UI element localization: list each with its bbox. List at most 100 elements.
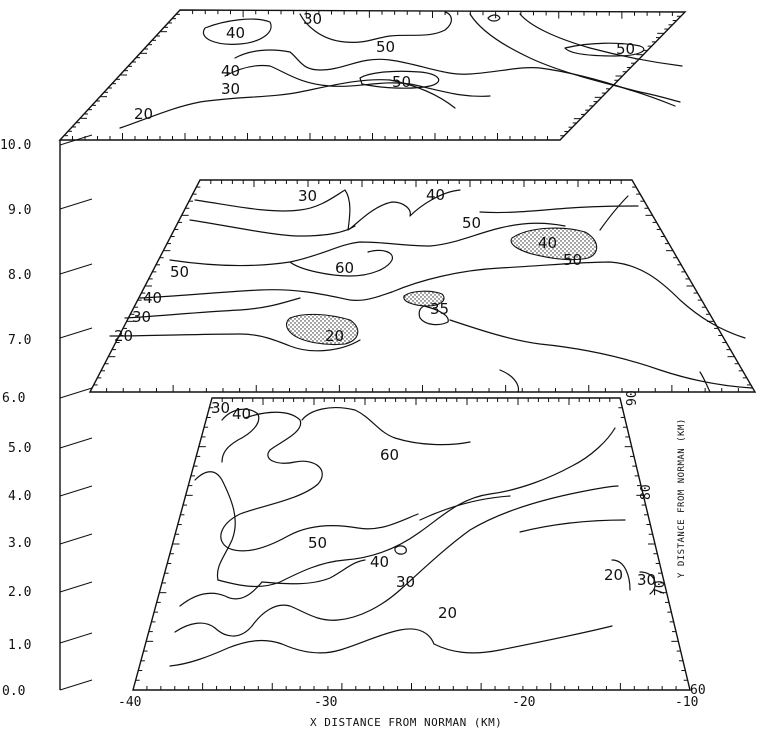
slice-level-6: 30 40 60 50 40 30 20 20 30	[132, 397, 691, 691]
contour-line	[469, 13, 681, 103]
contour-line	[189, 219, 356, 237]
contour-line	[611, 559, 631, 591]
contour-label: 50	[462, 214, 481, 232]
contour-line	[391, 261, 746, 339]
contour-labels-bottom: 30 40 60 50 40 30 20 20 30	[211, 399, 656, 622]
contour-line	[479, 205, 639, 214]
z-tick-labels: 0.0 1.0 2.0 3.0 4.0 5.0 6.0 7.0 8.0 9.0 …	[0, 138, 31, 699]
contour-line	[217, 427, 616, 588]
contour-line	[699, 371, 711, 393]
z-tick-mark	[59, 263, 93, 275]
contour-line	[433, 625, 613, 654]
stippled-regions-middle	[285, 227, 598, 346]
z-tick-label: 10.0	[0, 138, 31, 153]
slice-frame-top	[58, 9, 687, 141]
contour-label: 40	[538, 234, 557, 252]
contour-lines-bottom	[169, 407, 656, 667]
contour-label: 50	[376, 38, 395, 56]
contour-line	[449, 319, 753, 389]
contour-line	[487, 14, 501, 22]
contour-line	[234, 49, 676, 107]
stippled-region	[403, 290, 445, 307]
x-tick-labels: -40 -30 -20 -10	[118, 695, 698, 710]
contour-line	[194, 471, 236, 581]
z-tick-mark	[59, 387, 93, 399]
z-axis-ticks	[59, 134, 93, 691]
contour-label: 20	[134, 105, 153, 123]
contour-label: 35	[430, 300, 449, 318]
contour-label: 50	[170, 263, 189, 281]
z-tick-mark	[59, 581, 93, 593]
z-tick-label: 6.0	[2, 391, 25, 406]
stippled-region	[510, 227, 598, 261]
contour-label: 30	[132, 308, 151, 326]
contour-line	[224, 64, 491, 97]
contour-label: 20	[604, 566, 623, 584]
contour-line	[261, 559, 366, 585]
contour-line	[202, 18, 272, 45]
contour-label: 30	[396, 573, 415, 591]
x-tick-label: -40	[118, 695, 141, 710]
z-tick-mark	[59, 485, 93, 497]
z-tick-label: 3.0	[8, 536, 31, 551]
z-tick-mark	[59, 679, 93, 691]
x-tick-label: -10	[675, 695, 698, 710]
z-tick-mark	[59, 533, 93, 545]
y-tick-label: 80	[639, 484, 654, 500]
slice-frame-middle	[88, 179, 757, 393]
z-tick-mark	[59, 437, 93, 449]
contour-label: 30	[211, 399, 230, 417]
z-tick-label: 2.0	[8, 585, 31, 600]
x-axis-title: X DISTANCE FROM NORMAN (KM)	[310, 716, 502, 729]
z-tick-label: 5.0	[8, 441, 31, 456]
contour-line	[418, 305, 449, 326]
contour-line	[174, 485, 619, 637]
z-tick-label: 9.0	[8, 203, 31, 218]
z-tick-label: 4.0	[8, 489, 31, 504]
contour-label: 20	[438, 604, 457, 622]
contour-labels-top: 30 40 50 50 50 40 30 20	[134, 10, 635, 123]
contour-line	[139, 289, 393, 301]
slice-frame-ticks-middle	[93, 180, 751, 392]
contour-line	[419, 495, 511, 521]
contour-label: 40	[232, 405, 251, 423]
contour-label: 20	[325, 327, 344, 345]
contour-lines-middle	[109, 189, 753, 393]
contour-label: 30	[637, 571, 656, 589]
contour-line	[299, 11, 452, 43]
contour-line	[124, 297, 301, 319]
contour-label: 20	[114, 327, 133, 345]
contour-line	[119, 79, 456, 129]
y-tick-label: 60	[690, 683, 706, 698]
slice-frame-ticks-top	[64, 10, 681, 140]
slice-level-10: 30 40 50 50 50 40 30 20	[58, 9, 687, 141]
y-tick-label: 90	[625, 390, 640, 406]
contour-label: 40	[143, 289, 162, 307]
z-tick-mark	[59, 327, 93, 339]
slice-level-8: 30 40 50 40 50 60 50 40 35 30 20 20	[88, 179, 757, 393]
z-tick-label: 7.0	[8, 333, 31, 348]
contour-line	[301, 407, 471, 446]
y-tick-labels: 60 70 80 90	[625, 390, 706, 698]
contour-line	[519, 13, 683, 67]
contour-line	[221, 408, 260, 463]
x-tick-label: -30	[314, 695, 337, 710]
contour-line	[220, 411, 419, 552]
contour-line	[639, 571, 656, 595]
contour-label: 30	[221, 80, 240, 98]
contour-label: 60	[380, 446, 399, 464]
contour-label: 30	[303, 10, 322, 28]
z-tick-mark	[59, 632, 93, 644]
slice-frame-ticks-bottom	[135, 398, 688, 690]
z-tick-mark	[59, 198, 93, 210]
contour-line	[564, 42, 645, 57]
contour-label: 50	[616, 40, 635, 58]
contour-label: 50	[563, 251, 582, 269]
contour-label: 50	[392, 73, 411, 91]
y-axis-title: Y DISTANCE FROM NORMAN (KM)	[677, 418, 687, 578]
contour-line	[519, 519, 626, 533]
contour-line	[169, 628, 435, 667]
contour-line	[179, 581, 263, 607]
contour-line	[194, 189, 461, 231]
